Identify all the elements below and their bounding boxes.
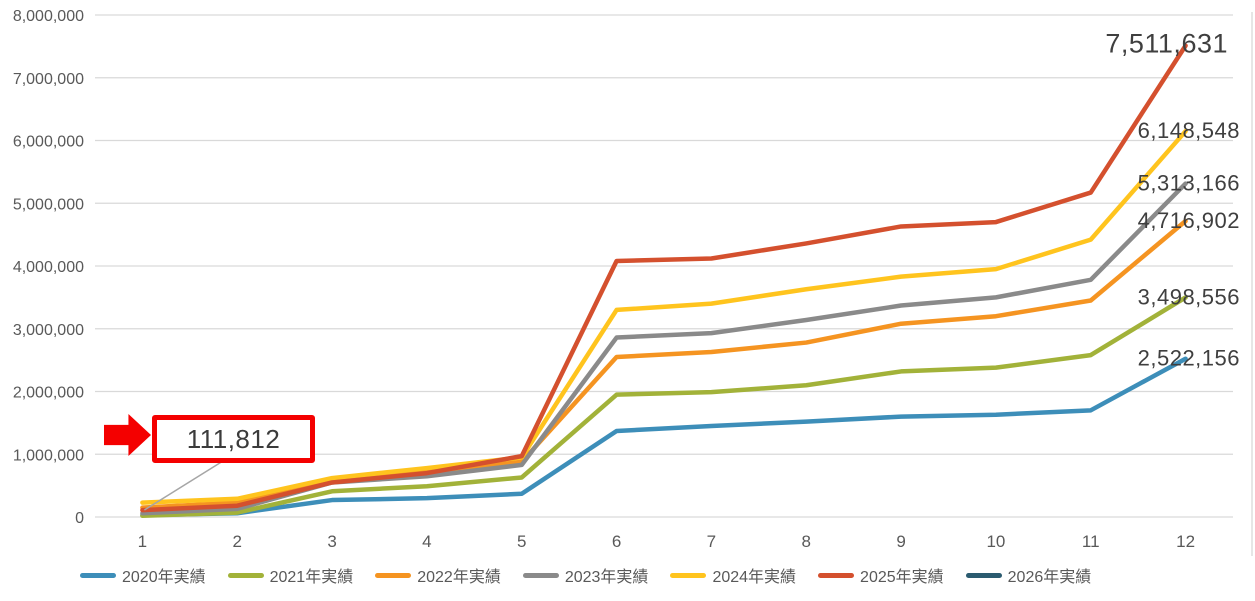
legend-swatch-icon <box>818 572 855 578</box>
legend-item-2021年実績[interactable]: 2021年実績 <box>227 563 354 587</box>
chart-legend: 2020年実績 2021年実績 2022年実績 2023年実績 2024年実績 2025年… <box>80 563 1091 587</box>
series-line-2024年実績[interactable] <box>140 128 1188 505</box>
callout-leader-line <box>144 460 224 511</box>
legend-item-2022年実績[interactable]: 2022年実績 <box>375 563 501 587</box>
callout-box[interactable]: 111,812 <box>152 415 315 463</box>
y-axis-tick-label: 0 <box>75 510 84 527</box>
y-axis-tick-label: 5,000,000 <box>13 196 84 213</box>
y-axis-tick-label: 1,000,000 <box>13 447 84 464</box>
legend-swatch-icon <box>965 572 1002 578</box>
legend-item-2026年実績[interactable]: 2026年実績 <box>965 563 1092 587</box>
legend-label: 2025年実績 <box>860 569 944 586</box>
legend-swatch-icon <box>670 572 707 578</box>
x-axis-tick-label: 8 <box>802 532 811 551</box>
data-label-2023年実績: 5,313,166 <box>1138 171 1240 196</box>
legend-swatch-icon <box>375 572 412 578</box>
series-line-2025年実績[interactable] <box>140 43 1188 513</box>
x-axis-tick-label: 9 <box>896 532 905 551</box>
legend-swatch-icon <box>227 572 264 578</box>
y-axis-tick-label: 7,000,000 <box>13 71 84 88</box>
legend-label: 2021年実績 <box>269 569 354 586</box>
y-axis-tick-label: 4,000,000 <box>13 259 84 276</box>
series-line-2021年実績[interactable] <box>140 295 1188 518</box>
x-axis-tick-label: 12 <box>1176 532 1195 551</box>
legend-label: 2024年実績 <box>712 569 797 586</box>
legend-item-2025年実績[interactable]: 2025年実績 <box>818 563 944 587</box>
legend-label: 2020年実績 <box>122 569 206 586</box>
legend-swatch-icon <box>522 572 559 578</box>
y-axis-tick-label: 3,000,000 <box>13 322 84 339</box>
data-label-2024年実績: 6,148,548 <box>1138 118 1240 143</box>
series-line-2023年実績[interactable] <box>140 181 1188 516</box>
y-axis-tick-label: 2,000,000 <box>13 385 84 402</box>
x-axis-tick-label: 5 <box>517 532 526 551</box>
x-axis-tick-label: 1 <box>138 532 147 551</box>
data-label-2021年実績: 3,498,556 <box>1138 284 1240 309</box>
y-axis-tick-label: 6,000,000 <box>13 134 84 151</box>
legend-swatch-icon <box>80 572 116 578</box>
x-axis-tick-label: 7 <box>707 532 716 551</box>
x-axis-tick-label: 2 <box>233 532 242 551</box>
legend-label: 2023年実績 <box>564 569 649 586</box>
legend-item-2020年実績[interactable]: 2020年実績 <box>80 563 206 587</box>
x-axis-tick-label: 3 <box>327 532 336 551</box>
legend-item-2024年実績[interactable]: 2024年実績 <box>670 563 796 587</box>
legend-label: 2022年実績 <box>417 569 501 586</box>
legend-label: 2026年実績 <box>1007 569 1092 586</box>
data-label-2025年実績: 7,511,631 <box>1105 29 1228 59</box>
x-axis-tick-label: 11 <box>1082 532 1100 551</box>
x-axis-tick-label: 6 <box>612 532 621 551</box>
series-line-2020年実績[interactable] <box>140 356 1188 518</box>
callout-value: 111,812 <box>186 423 281 454</box>
data-label-2022年実績: 4,716,902 <box>1138 208 1240 233</box>
data-label-2020年実績: 2,522,156 <box>1138 346 1240 371</box>
legend-item-2023年実績[interactable]: 2023年実績 <box>522 563 649 587</box>
x-axis-tick-label: 4 <box>422 532 431 551</box>
x-axis-tick-label: 10 <box>986 532 1005 551</box>
y-axis-tick-label: 8,000,000 <box>13 8 84 25</box>
